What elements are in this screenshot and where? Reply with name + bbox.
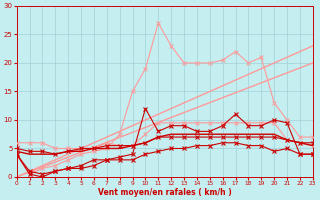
X-axis label: Vent moyen/en rafales ( km/h ): Vent moyen/en rafales ( km/h ): [98, 188, 232, 197]
